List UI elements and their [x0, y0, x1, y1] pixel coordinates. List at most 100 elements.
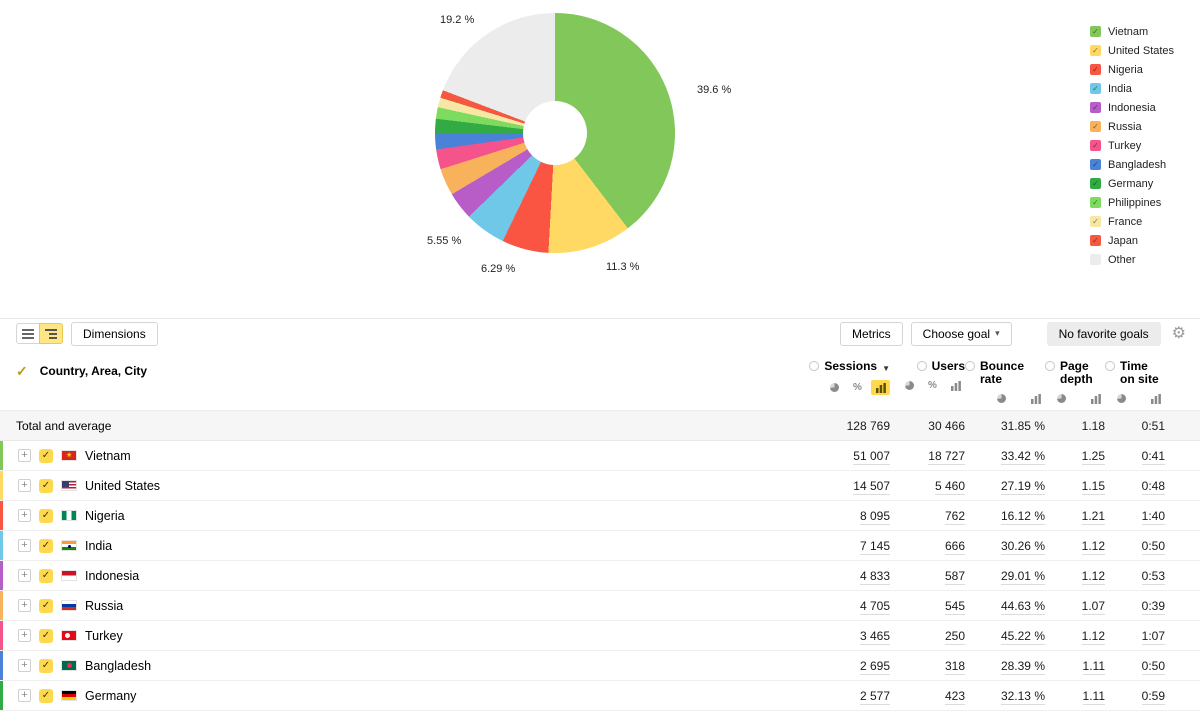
expand-button[interactable]: + — [18, 569, 31, 582]
country-name-link[interactable]: Nigeria — [85, 508, 125, 523]
percent-mode-button[interactable]: % — [923, 378, 942, 393]
tree-view-button[interactable] — [39, 323, 63, 344]
time-on-site-value[interactable]: 1:07 — [1141, 628, 1165, 645]
users-value[interactable]: 762 — [944, 508, 965, 525]
radio-icon[interactable] — [1045, 361, 1055, 371]
sessions-sort-header[interactable]: Sessions ▼ — [798, 360, 890, 375]
legend-item[interactable]: ✓ Philippines — [1090, 193, 1174, 212]
sessions-value[interactable]: 51 007 — [853, 448, 890, 465]
radio-icon[interactable] — [965, 361, 975, 371]
metrics-button[interactable]: Metrics — [840, 321, 903, 346]
country-name-link[interactable]: Turkey — [85, 628, 123, 643]
page-depth-value[interactable]: 1.25 — [1081, 448, 1105, 465]
bars-mode-button[interactable] — [1146, 391, 1165, 406]
time-on-site-value[interactable]: 0:50 — [1141, 538, 1165, 555]
users-value[interactable]: 250 — [944, 628, 965, 645]
page-depth-value[interactable]: 1.12 — [1081, 538, 1105, 555]
no-favorite-goals-button[interactable]: No favorite goals — [1046, 321, 1161, 346]
pie-mode-button[interactable] — [1052, 391, 1071, 406]
expand-button[interactable]: + — [18, 509, 31, 522]
sessions-value[interactable]: 7 145 — [859, 538, 890, 555]
time-on-site-value[interactable]: 0:39 — [1141, 598, 1165, 615]
legend-item[interactable]: ✓ Indonesia — [1090, 98, 1174, 117]
page-depth-value[interactable]: 1.21 — [1081, 508, 1105, 525]
bounce-rate-value[interactable]: 29.01 % — [1000, 568, 1045, 585]
country-name-link[interactable]: Bangladesh — [85, 658, 152, 673]
country-name-link[interactable]: Indonesia — [85, 568, 140, 583]
sessions-value[interactable]: 3 465 — [859, 628, 890, 645]
gear-icon[interactable]: ⚙ — [1171, 324, 1186, 342]
expand-button[interactable]: + — [18, 629, 31, 642]
page-depth-sort-header[interactable]: Page depth — [1045, 360, 1105, 386]
dimensions-button[interactable]: Dimensions — [71, 321, 158, 346]
page-depth-value[interactable]: 1.12 — [1081, 628, 1105, 645]
bars-mode-button[interactable] — [1026, 391, 1045, 406]
list-view-button[interactable] — [16, 323, 40, 344]
legend-item[interactable]: ✓ Vietnam — [1090, 22, 1174, 41]
users-value[interactable]: 318 — [944, 658, 965, 675]
expand-button[interactable]: + — [18, 689, 31, 702]
sessions-value[interactable]: 2 695 — [859, 658, 890, 675]
row-checkbox[interactable]: ✓ — [39, 478, 53, 493]
country-name-link[interactable]: Russia — [85, 598, 124, 613]
legend-item[interactable]: ✓ Turkey — [1090, 136, 1174, 155]
legend-item[interactable]: ✓ Nigeria — [1090, 60, 1174, 79]
row-checkbox[interactable]: ✓ — [39, 598, 53, 613]
legend-item[interactable]: ✓ India — [1090, 79, 1174, 98]
bounce-rate-value[interactable]: 28.39 % — [1000, 658, 1045, 675]
time-on-site-sort-header[interactable]: Time on site — [1105, 360, 1165, 386]
page-depth-value[interactable]: 1.07 — [1081, 598, 1105, 615]
pie-mode-button[interactable] — [900, 378, 919, 393]
bounce-rate-value[interactable]: 27.19 % — [1000, 478, 1045, 495]
bounce-rate-value[interactable]: 16.12 % — [1000, 508, 1045, 525]
bounce-rate-value[interactable]: 30.26 % — [1000, 538, 1045, 555]
users-value[interactable]: 423 — [944, 688, 965, 705]
bounce-rate-value[interactable]: 45.22 % — [1000, 628, 1045, 645]
row-checkbox[interactable]: ✓ — [39, 448, 53, 463]
page-depth-value[interactable]: 1.15 — [1081, 478, 1105, 495]
expand-button[interactable]: + — [18, 449, 31, 462]
time-on-site-value[interactable]: 0:48 — [1141, 478, 1165, 495]
sessions-value[interactable]: 8 095 — [859, 508, 890, 525]
row-checkbox[interactable]: ✓ — [39, 688, 53, 703]
pie-mode-button[interactable] — [992, 391, 1011, 406]
radio-icon[interactable] — [809, 361, 820, 371]
bounce-rate-value[interactable]: 33.42 % — [1000, 448, 1045, 465]
row-checkbox[interactable]: ✓ — [39, 628, 53, 643]
choose-goal-button[interactable]: Choose goal ▾ — [910, 321, 1012, 346]
time-on-site-value[interactable]: 0:59 — [1141, 688, 1165, 705]
row-checkbox[interactable]: ✓ — [39, 508, 53, 523]
pie-mode-button[interactable] — [1112, 391, 1131, 406]
bars-mode-button[interactable] — [946, 378, 965, 393]
legend-item[interactable]: ✓ Bangladesh — [1090, 155, 1174, 174]
row-checkbox[interactable]: ✓ — [39, 538, 53, 553]
legend-item[interactable]: ✓ United States — [1090, 41, 1174, 60]
expand-button[interactable]: + — [18, 479, 31, 492]
page-depth-value[interactable]: 1.12 — [1081, 568, 1105, 585]
users-value[interactable]: 18 727 — [928, 448, 965, 465]
sessions-value[interactable]: 4 833 — [859, 568, 890, 585]
page-depth-value[interactable]: 1.11 — [1082, 658, 1105, 675]
radio-icon[interactable] — [916, 361, 927, 371]
time-on-site-value[interactable]: 0:50 — [1141, 658, 1165, 675]
time-on-site-value[interactable]: 1:40 — [1141, 508, 1165, 525]
percent-mode-button[interactable]: % — [848, 380, 867, 395]
users-value[interactable]: 5 460 — [934, 478, 965, 495]
page-depth-value[interactable]: 1.11 — [1082, 688, 1105, 705]
time-on-site-value[interactable]: 0:41 — [1141, 448, 1165, 465]
country-name-link[interactable]: Vietnam — [85, 448, 131, 463]
users-value[interactable]: 666 — [944, 538, 965, 555]
time-on-site-value[interactable]: 0:53 — [1141, 568, 1165, 585]
expand-button[interactable]: + — [18, 539, 31, 552]
sessions-value[interactable]: 14 507 — [853, 478, 890, 495]
legend-item[interactable]: ✓ Russia — [1090, 117, 1174, 136]
country-name-link[interactable]: United States — [85, 478, 161, 493]
country-name-link[interactable]: Germany — [85, 688, 137, 703]
sessions-value[interactable]: 2 577 — [859, 688, 890, 705]
pie-mode-button[interactable] — [825, 380, 844, 395]
legend-item[interactable]: ✓ France — [1090, 212, 1174, 231]
bounce-rate-value[interactable]: 44.63 % — [1000, 598, 1045, 615]
bars-mode-button[interactable] — [1086, 391, 1105, 406]
country-name-link[interactable]: India — [85, 538, 113, 553]
users-value[interactable]: 545 — [944, 598, 965, 615]
